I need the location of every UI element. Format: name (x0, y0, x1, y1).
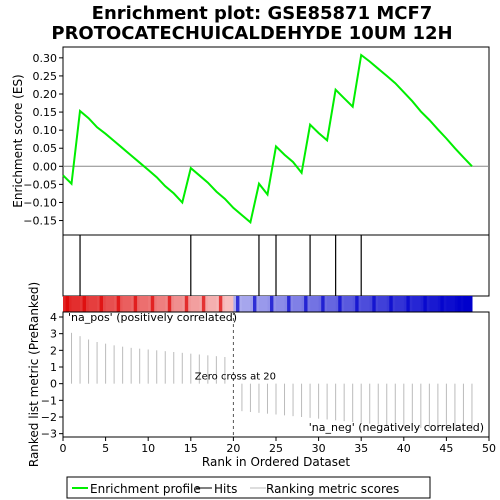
es-y-tick-label: 0.10 (33, 124, 58, 137)
x-tick-label: 25 (269, 442, 283, 455)
rank-color-cell (361, 296, 371, 312)
rank-color-stripe (184, 296, 189, 312)
x-tick-label: 10 (141, 442, 155, 455)
rank-color-cell (224, 296, 234, 312)
rank-color-stripe (321, 296, 325, 312)
rank-color-cell (344, 296, 354, 312)
rank-color-cell (412, 296, 422, 312)
legend-label: Hits (214, 482, 237, 496)
rank-color-cell (190, 296, 200, 312)
es-panel: −0.15 −0.10 −0.05 0.00 0.05 0.10 0.15 0.20 0.25 0… (11, 46, 490, 236)
rank-color-stripe (389, 296, 393, 312)
rank-color-stripe (372, 296, 376, 312)
es-y-tick-label: 0.25 (33, 70, 58, 83)
rank-color-stripe (99, 296, 103, 312)
rank-color-cell (395, 296, 405, 312)
rank-color-cell (156, 296, 166, 312)
ranking-y-tick-label: 3 (50, 328, 57, 341)
rank-color-cell (378, 296, 388, 312)
rank-color-cell (71, 296, 81, 312)
legend-label: Enrichment profile (90, 482, 201, 496)
x-tick-label: 15 (184, 442, 198, 455)
rank-color-stripe (270, 296, 274, 312)
zero-cross-label: Zero cross at 20 (195, 372, 276, 383)
rank-color-stripe (253, 296, 257, 312)
rank-color-cell (310, 296, 320, 312)
rank-color-cell (446, 296, 456, 312)
hits-panel (62, 234, 490, 312)
es-y-axis-label: Enrichment score (ES) (11, 74, 25, 207)
x-tick-label: 45 (439, 442, 453, 455)
rank-color-cell (276, 296, 286, 312)
es-y-tick-label: −0.05 (23, 178, 57, 191)
ranking-y-tick-label: 0 (50, 378, 57, 391)
x-axis-label: Rank in Ordered Dataset (202, 455, 350, 469)
es-y-tick-label: 0.20 (33, 88, 58, 101)
rank-color-cell (88, 296, 98, 312)
rank-color-stripe (201, 296, 206, 312)
rank-color-stripe (423, 296, 427, 312)
legend-label: Ranking metric scores (266, 482, 399, 496)
es-y-tick-label: 0.05 (33, 142, 58, 155)
rank-color-stripe (338, 296, 342, 312)
chart-title-line-1: Enrichment plot: GSE85871 MCF7 (92, 3, 433, 24)
x-tick-label: 40 (397, 442, 411, 455)
rank-color-stripe (150, 296, 155, 312)
ranking-y-tick-label: −1 (41, 394, 57, 407)
es-y-tick-label: −0.10 (23, 196, 57, 209)
rank-color-cell (207, 296, 217, 312)
es-y-tick-label: 0.30 (33, 52, 58, 65)
legend: Enrichment profile Hits Ranking metric sco… (66, 476, 431, 499)
chart-title-line-2: PROTOCATECHUICALDEHYDE 10UM 12H (51, 23, 452, 44)
ranking-plot-frame (62, 311, 490, 438)
enrichment-profile-line (62, 53, 473, 225)
x-tick-label: 0 (60, 442, 67, 455)
x-axis: 0 5 10 15 20 25 30 35 40 45 50 Rank in Ordered Data… (60, 437, 496, 469)
x-tick-label: 5 (102, 442, 109, 455)
es-y-tick-label: 0.15 (33, 106, 58, 119)
rank-color-stripe (457, 296, 461, 312)
es-plot-frame (62, 46, 490, 236)
ranking-y-tick-label: −3 (41, 428, 57, 441)
rank-color-stripe (440, 296, 444, 312)
es-y-tick-label: 0.00 (33, 160, 58, 173)
rank-color-cell (293, 296, 303, 312)
rank-color-stripe (167, 296, 172, 312)
rank-color-cell (327, 296, 337, 312)
rank-color-cell (259, 296, 269, 312)
x-tick-label: 30 (312, 442, 326, 455)
ranking-y-axis-label: Ranked list metric (PreRanked) (27, 282, 41, 467)
rank-color-stripe (406, 296, 410, 312)
positively-correlated-label: 'na_pos' (positively correlated) (68, 311, 237, 324)
rank-color-cell (122, 296, 132, 312)
x-tick-label: 35 (354, 442, 368, 455)
rank-color-cell (105, 296, 115, 312)
rank-color-stripe (133, 296, 138, 312)
ranking-panel: −3 −2 −1 0 1 2 3 4 Ranked list metric (PreRanked… (27, 282, 490, 467)
rank-color-cell (463, 296, 473, 312)
rank-color-stripe (218, 296, 223, 312)
rank-color-stripe (82, 296, 86, 312)
rank-color-cell (139, 296, 149, 312)
legend-box (66, 476, 431, 499)
rank-color-cell (241, 296, 251, 312)
rank-color-stripe (116, 296, 121, 312)
rank-color-stripe (236, 296, 240, 312)
rank-color-cell (429, 296, 439, 312)
rank-color-stripe (65, 296, 69, 312)
rank-color-cell (173, 296, 183, 312)
es-y-tick-label: −0.15 (23, 215, 57, 228)
rank-color-stripe (304, 296, 308, 312)
ranking-y-tick-label: 1 (50, 361, 57, 374)
rank-color-stripe (355, 296, 359, 312)
negatively-correlated-label: 'na_neg' (negatively correlated) (309, 421, 484, 434)
ranking-y-tick-label: 2 (50, 344, 57, 357)
ranking-y-tick-label: 4 (50, 311, 57, 324)
rank-color-stripe (287, 296, 291, 312)
x-tick-label: 20 (226, 442, 240, 455)
ranking-y-tick-label: −2 (41, 411, 57, 424)
x-tick-label: 50 (482, 442, 496, 455)
